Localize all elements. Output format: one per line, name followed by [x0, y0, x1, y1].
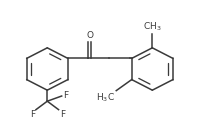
- Text: F: F: [30, 110, 35, 119]
- Text: H$_3$C: H$_3$C: [96, 91, 115, 104]
- Text: CH$_3$: CH$_3$: [143, 20, 162, 33]
- Text: F: F: [63, 91, 68, 100]
- Text: O: O: [86, 31, 93, 40]
- Text: F: F: [60, 110, 65, 119]
